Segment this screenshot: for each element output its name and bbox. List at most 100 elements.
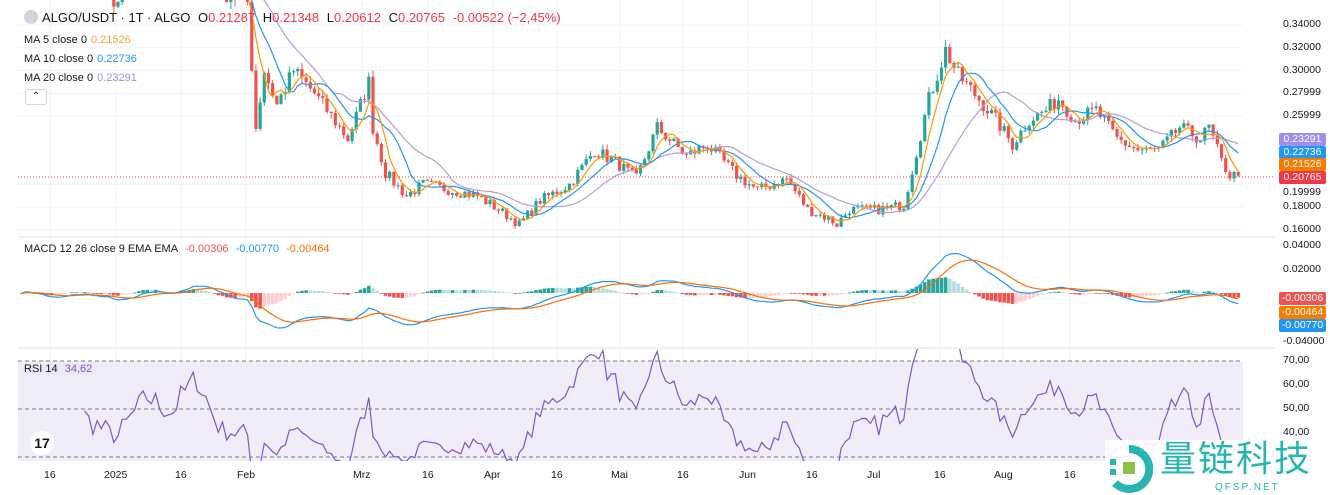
macd-histogram-bar [839, 293, 843, 295]
macd-histogram-bar [939, 277, 944, 293]
rsi-axis-label: 50,00 [1283, 402, 1310, 414]
candle-body [843, 215, 847, 218]
candle-body [726, 160, 730, 162]
macd-histogram-bar [538, 289, 542, 293]
ma5-legend[interactable]: MA 5 close 0 0.21526 [24, 34, 135, 46]
candle-body [1182, 123, 1186, 128]
candle-body [793, 184, 797, 191]
candle-body [743, 176, 747, 186]
macd-histogram-bar [396, 293, 400, 298]
macd-histogram-bar [580, 287, 584, 293]
macd-histogram-bar [709, 293, 714, 296]
macd-histogram-bar [254, 293, 258, 308]
candle-body [120, 0, 124, 2]
macd-legend[interactable]: MACD 12 26 close 9 EMA EMA -0.00306 -0.0… [24, 243, 334, 255]
candle-body [697, 146, 701, 154]
candle-body [363, 98, 367, 100]
macd-histogram-bar [525, 291, 530, 293]
ma10-legend[interactable]: MA 10 close 0 0.22736 [24, 53, 141, 65]
macd-histogram-bar [973, 293, 977, 295]
candle-body [935, 80, 939, 92]
candle-body [1228, 172, 1232, 179]
macd-histogram-bar [534, 290, 538, 293]
macd-histogram-bar [1052, 292, 1057, 294]
price-axis-label: 0.34000 [1283, 18, 1321, 30]
ma20-label: MA 20 close 0 [24, 72, 94, 84]
macd-histogram-bar [542, 288, 547, 293]
macd-histogram-bar [722, 293, 726, 296]
macd-histogram-bar [663, 290, 668, 293]
candle-body [404, 195, 409, 197]
macd-histogram-bar [835, 293, 839, 296]
candle-body [1161, 140, 1165, 148]
candle-body [601, 149, 605, 158]
candle-body [1224, 158, 1228, 173]
macd-histogram-bar [329, 292, 333, 294]
macd-histogram-bar [914, 286, 919, 293]
macd-histogram-bar [684, 293, 689, 295]
rsi-legend[interactable]: RSI 14 34,62 [24, 363, 97, 375]
price-axis-label: 0.18000 [1283, 200, 1321, 213]
candle-body [517, 220, 521, 227]
macd-histogram-bar [555, 288, 559, 293]
candle-body [939, 67, 944, 81]
candle-body [551, 191, 555, 196]
macd-histogram-bar [120, 293, 124, 295]
candle-body [597, 156, 601, 158]
candle-body [735, 165, 739, 179]
macd-axis-label: 0.04000 [1283, 239, 1321, 251]
candle-body [618, 156, 622, 171]
macd-histogram-bar [358, 289, 363, 293]
candle-body [367, 76, 371, 100]
macd-histogram-bar [371, 288, 375, 293]
macd-histogram-bar [630, 293, 634, 295]
open-label: O [197, 10, 209, 25]
macd-histogram-bar [642, 293, 647, 295]
macd-histogram-bar [1060, 291, 1065, 293]
candle-body [910, 174, 914, 193]
candle-body [1015, 142, 1019, 150]
macd-histogram-bar [504, 292, 509, 294]
candle-body [421, 180, 425, 183]
macd-histogram-bar [475, 289, 480, 293]
macd-histogram-bar [1090, 293, 1094, 294]
ma5-label: MA 5 close 0 [24, 34, 87, 46]
candle-body [630, 167, 634, 170]
candle-body [459, 195, 463, 198]
macd-histogram-bar [902, 291, 906, 293]
candle-body [1136, 148, 1140, 151]
ma20-legend[interactable]: MA 20 close 0 0.23291 [24, 72, 141, 84]
macd-histogram-bar [195, 289, 200, 293]
collapse-legend-button[interactable]: ⌃ [25, 89, 47, 105]
macd-histogram-bar [667, 291, 672, 293]
macd-histogram-bar [785, 293, 789, 294]
macd-histogram-bar [1027, 293, 1032, 300]
macd-histogram-bar [74, 292, 78, 294]
macd-histogram-bar [546, 288, 551, 293]
macd-histogram-bar [124, 293, 129, 295]
macd-histogram-bar [141, 290, 145, 293]
candle-body [229, 0, 233, 3]
candle-body [814, 215, 818, 217]
candle-body [400, 185, 404, 196]
macd-histogram-bar [362, 288, 367, 293]
macd-histogram-bar [283, 293, 287, 300]
candle-body [1140, 149, 1144, 151]
candle-body [835, 223, 839, 227]
macd-histogram-bar [826, 293, 831, 296]
ma10-label: MA 10 close 0 [24, 53, 94, 65]
candle-body [722, 151, 726, 161]
symbol-title[interactable]: ALGO/USDT · 1T · ALGO [42, 10, 191, 25]
macd-histogram-bar [910, 288, 914, 293]
macd-histogram-bar [1111, 293, 1115, 295]
macd-signal-line [21, 259, 1239, 323]
tradingview-logo[interactable]: 17 [30, 431, 54, 455]
macd-histogram-bar [216, 293, 221, 296]
macd-histogram-bar [601, 287, 605, 293]
ma10-line [250, 0, 1239, 219]
candle-body [973, 85, 977, 96]
macd-histogram-bar [337, 293, 342, 294]
candle-body [1107, 116, 1111, 121]
macd-histogram-bar [316, 290, 321, 293]
